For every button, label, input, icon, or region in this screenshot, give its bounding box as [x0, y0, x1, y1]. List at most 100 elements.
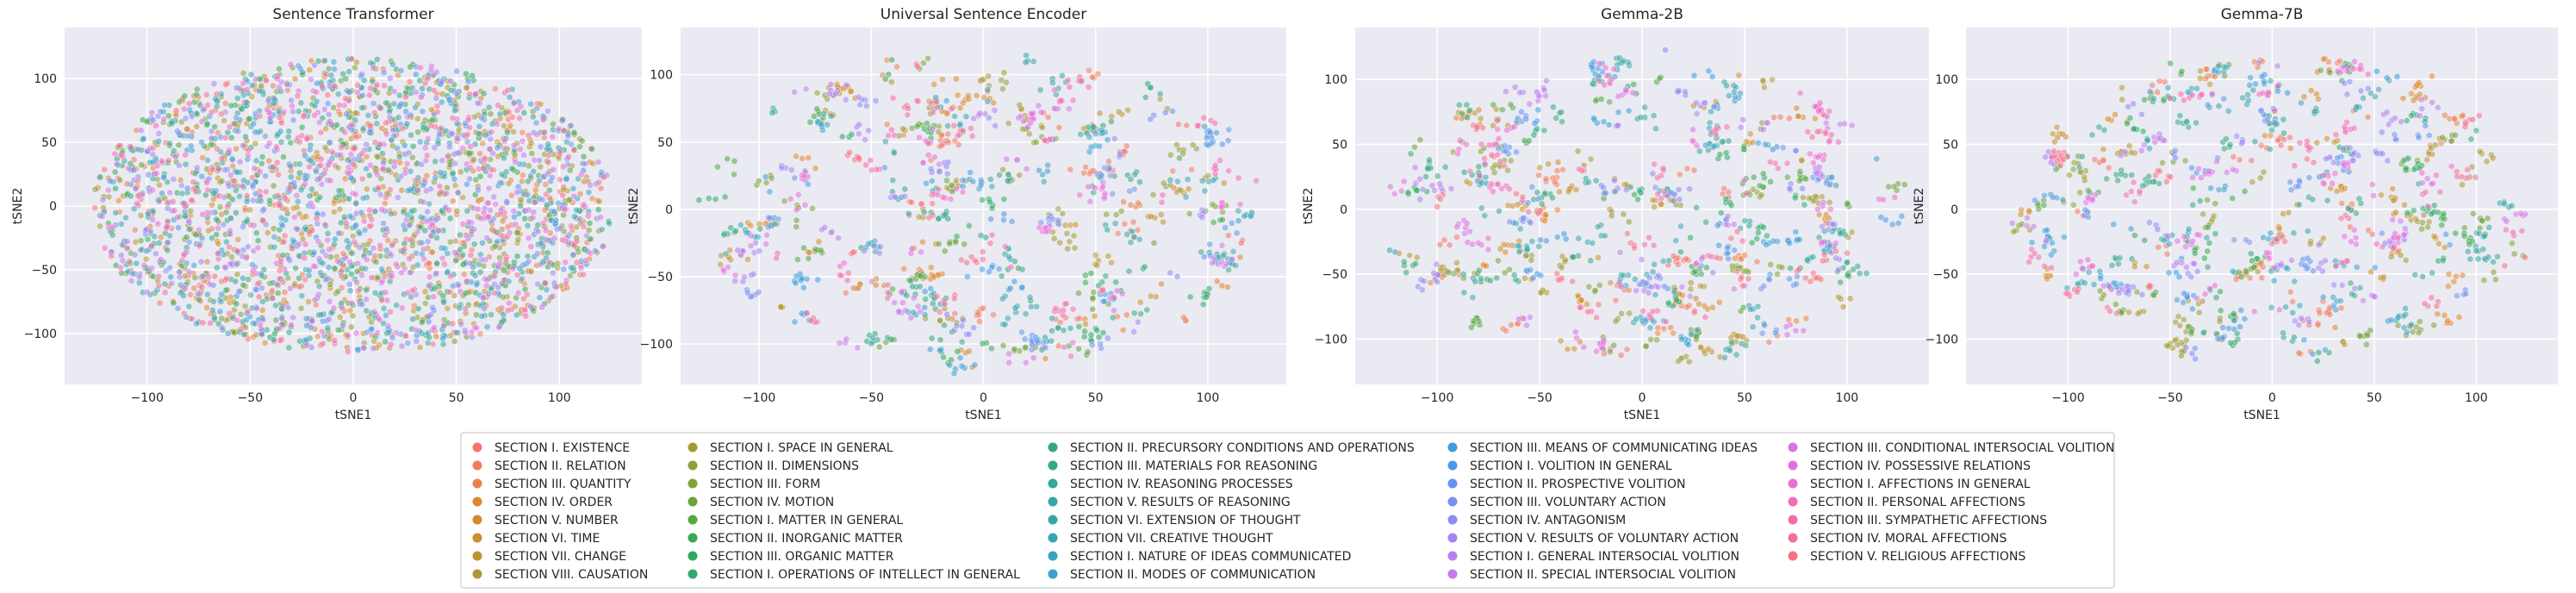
- data-point: [525, 258, 532, 265]
- data-point: [315, 255, 323, 263]
- data-point: [193, 91, 201, 98]
- data-point: [1545, 160, 1552, 168]
- data-point: [1637, 114, 1645, 122]
- data-point: [725, 263, 732, 271]
- data-point: [512, 159, 519, 166]
- data-point: [1036, 86, 1044, 94]
- data-point: [1783, 323, 1790, 331]
- data-point: [805, 255, 812, 262]
- data-point: [1044, 161, 1052, 169]
- data-point: [1475, 106, 1483, 114]
- data-point: [1085, 84, 1092, 91]
- data-point: [1540, 127, 1548, 134]
- data-point: [1708, 73, 1716, 80]
- data-point: [432, 269, 440, 277]
- data-point: [314, 238, 322, 246]
- data-point: [1011, 346, 1018, 353]
- data-point: [439, 157, 446, 165]
- data-point: [1167, 151, 1174, 159]
- data-point: [353, 89, 361, 97]
- data-point: [1606, 348, 1614, 356]
- data-point: [1564, 346, 1571, 353]
- data-point: [1727, 339, 1735, 346]
- data-point: [1683, 255, 1690, 263]
- data-point: [248, 174, 256, 182]
- data-point: [1412, 259, 1420, 267]
- data-point: [1826, 205, 1834, 213]
- data-point: [510, 208, 518, 215]
- data-point: [1015, 265, 1022, 272]
- data-point: [382, 338, 389, 346]
- data-point: [887, 126, 895, 134]
- data-point: [739, 247, 747, 255]
- data-point: [168, 279, 176, 287]
- data-point: [1540, 86, 1548, 94]
- data-point: [1739, 115, 1747, 123]
- data-point: [534, 228, 542, 235]
- data-point: [1542, 175, 1550, 183]
- data-point: [178, 190, 186, 197]
- data-point: [1740, 142, 1748, 150]
- data-point: [303, 341, 311, 349]
- data-point: [271, 243, 278, 251]
- data-point: [1022, 59, 1030, 66]
- data-point: [984, 86, 992, 94]
- data-point: [532, 119, 540, 127]
- data-point: [151, 233, 159, 240]
- data-point: [930, 153, 938, 161]
- data-point: [473, 281, 481, 289]
- data-point: [533, 130, 541, 138]
- data-point: [449, 169, 457, 177]
- data-point: [213, 91, 221, 98]
- data-point: [466, 259, 474, 267]
- data-point: [403, 120, 411, 128]
- data-point: [386, 74, 394, 82]
- data-point: [1183, 122, 1191, 129]
- data-point: [929, 200, 936, 208]
- data-point: [494, 238, 501, 245]
- data-point: [288, 321, 296, 328]
- data-point: [951, 309, 959, 317]
- data-point: [378, 265, 386, 273]
- data-point: [1829, 220, 1836, 228]
- data-point: [1885, 183, 1893, 190]
- data-point: [861, 247, 868, 255]
- data-point: [420, 176, 428, 184]
- data-point: [449, 320, 457, 328]
- data-point: [406, 78, 414, 85]
- data-point: [1809, 159, 1817, 166]
- panel-title: Universal Sentence Encoder: [880, 6, 1087, 23]
- data-point: [321, 57, 329, 65]
- data-point: [1203, 293, 1210, 301]
- data-point: [582, 257, 589, 265]
- data-point: [439, 292, 447, 300]
- data-point: [1213, 278, 1221, 285]
- data-point: [321, 144, 329, 152]
- data-point: [1075, 345, 1083, 353]
- data-point: [1553, 206, 1561, 214]
- data-point: [490, 290, 498, 296]
- data-point: [370, 64, 377, 72]
- data-point: [227, 215, 234, 222]
- data-point: [1584, 178, 1592, 186]
- data-point: [1184, 176, 1192, 184]
- data-point: [881, 138, 889, 146]
- data-point: [913, 122, 921, 130]
- data-point: [1553, 167, 1561, 174]
- data-point: [1228, 219, 1235, 227]
- data-point: [454, 189, 462, 197]
- data-point: [1137, 310, 1145, 318]
- data-point: [408, 131, 414, 139]
- data-point: [942, 210, 949, 218]
- data-point: [1630, 80, 1638, 88]
- data-point: [452, 90, 460, 97]
- data-point: [227, 102, 235, 109]
- data-point: [233, 95, 241, 102]
- data-point: [791, 318, 799, 326]
- data-point: [1726, 346, 1733, 354]
- data-point: [1515, 315, 1522, 323]
- data-point: [964, 92, 972, 99]
- data-point: [216, 308, 224, 315]
- data-point: [233, 271, 241, 278]
- data-point: [1218, 140, 1226, 148]
